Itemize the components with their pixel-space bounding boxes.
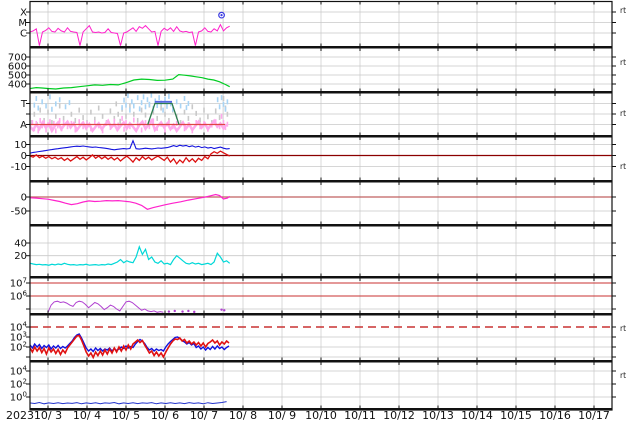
panel-imf-magnetic-field bbox=[30, 137, 612, 180]
y-tick-label: 103 bbox=[10, 331, 27, 344]
density-line bbox=[30, 245, 231, 266]
x-tick-label: 10/16 bbox=[539, 409, 571, 422]
y-tick-label: 0 bbox=[21, 151, 27, 162]
x-tick-label: 10/10 bbox=[305, 409, 337, 422]
dst-line bbox=[30, 193, 231, 210]
y-tick-label: 40 bbox=[14, 239, 27, 250]
y-tick-label: 106 bbox=[10, 290, 28, 303]
panel-separator bbox=[30, 360, 612, 363]
x-tick-label: 10/14 bbox=[461, 409, 493, 422]
imf-total-b-line bbox=[30, 139, 230, 154]
panel-separator bbox=[30, 408, 612, 410]
rt-flag-label: rt bbox=[620, 58, 626, 67]
y-tick-label: 104 bbox=[10, 365, 28, 378]
storm-level-trapezoid bbox=[147, 102, 180, 125]
y-tick-label: 104 bbox=[10, 321, 28, 334]
y-tick-label: 10 bbox=[14, 140, 27, 151]
panel-solar-wind-speed bbox=[30, 48, 612, 91]
x-tick-label: 10/ 6 bbox=[151, 409, 179, 422]
y-tick-label: 400 bbox=[8, 80, 27, 91]
x-tick-label: 10/12 bbox=[383, 409, 415, 422]
x-tick-label: 10/ 5 bbox=[112, 409, 140, 422]
y-tick-label: X bbox=[20, 8, 27, 19]
panel-separator bbox=[30, 91, 612, 94]
x-tick-label: 10/ 4 bbox=[73, 409, 101, 422]
y-tick-label: 700 bbox=[8, 53, 27, 64]
latest-event-marker-dot bbox=[220, 14, 223, 17]
y-tick-label: C bbox=[20, 29, 27, 40]
x-tick-label: 10/11 bbox=[344, 409, 376, 422]
panel-proton-flux bbox=[30, 315, 612, 360]
panel-low-energy-flux bbox=[30, 362, 612, 408]
year-label: 2023 bbox=[6, 409, 34, 422]
y-tick-label: 0 bbox=[21, 193, 27, 204]
low-energy-flux-line bbox=[30, 401, 227, 405]
imf-bz-line bbox=[30, 150, 231, 165]
panel-geomagnetic-activity bbox=[30, 93, 612, 135]
panel-separator bbox=[30, 135, 612, 138]
y-tick-label: M bbox=[18, 18, 27, 29]
pink-scatter bbox=[30, 113, 229, 134]
y-tick-label: -50 bbox=[11, 207, 27, 218]
x-tick-label: 10/17 bbox=[578, 409, 610, 422]
x-tick-label: 10/ 9 bbox=[268, 409, 296, 422]
proton-flux-red-line bbox=[30, 334, 230, 360]
panel-electron-flux bbox=[30, 278, 612, 313]
xray-flux-line bbox=[30, 23, 230, 46]
rt-flag-label: rt bbox=[620, 109, 626, 118]
y-tick-label: 107 bbox=[10, 277, 27, 290]
y-tick-label: -10 bbox=[11, 162, 27, 173]
skyblue-scatter bbox=[33, 93, 229, 113]
rt-flag-label: rt bbox=[620, 324, 626, 333]
y-tick-label: A bbox=[20, 120, 27, 131]
electron-flux-line bbox=[47, 300, 164, 313]
y-tick-label: 100 bbox=[10, 391, 27, 404]
panel-separator bbox=[30, 313, 612, 316]
panel-separator bbox=[30, 224, 612, 227]
panel-density bbox=[30, 226, 612, 276]
y-tick-label: 102 bbox=[10, 341, 27, 354]
x-tick-label: 10/ 7 bbox=[190, 409, 218, 422]
rt-flag-label: rt bbox=[620, 6, 626, 15]
pink-activity-band bbox=[30, 117, 228, 134]
rt-flag-label: rt bbox=[620, 371, 626, 380]
y-tick-label: 600 bbox=[8, 62, 27, 73]
y-tick-label: T bbox=[20, 99, 28, 110]
panel-separator bbox=[30, 276, 612, 279]
panel-dst-index bbox=[30, 182, 612, 224]
solar-wind-speed-line bbox=[30, 73, 230, 90]
x-tick-label: 10/13 bbox=[422, 409, 454, 422]
y-tick-label: 102 bbox=[10, 378, 27, 391]
rt-flag-label: rt bbox=[620, 162, 626, 171]
panel-xray-flux bbox=[30, 2, 612, 46]
y-tick-label: 20 bbox=[14, 251, 27, 262]
panel-separator bbox=[30, 46, 612, 49]
panel-separator bbox=[30, 180, 612, 183]
x-tick-label: 10/ 3 bbox=[34, 409, 62, 422]
plot-frame bbox=[29, 0, 613, 411]
x-tick-label: 10/15 bbox=[500, 409, 532, 422]
y-tick-label: 500 bbox=[8, 71, 27, 82]
x-tick-label: 10/ 8 bbox=[229, 409, 257, 422]
electron-flux-dots bbox=[167, 308, 226, 313]
